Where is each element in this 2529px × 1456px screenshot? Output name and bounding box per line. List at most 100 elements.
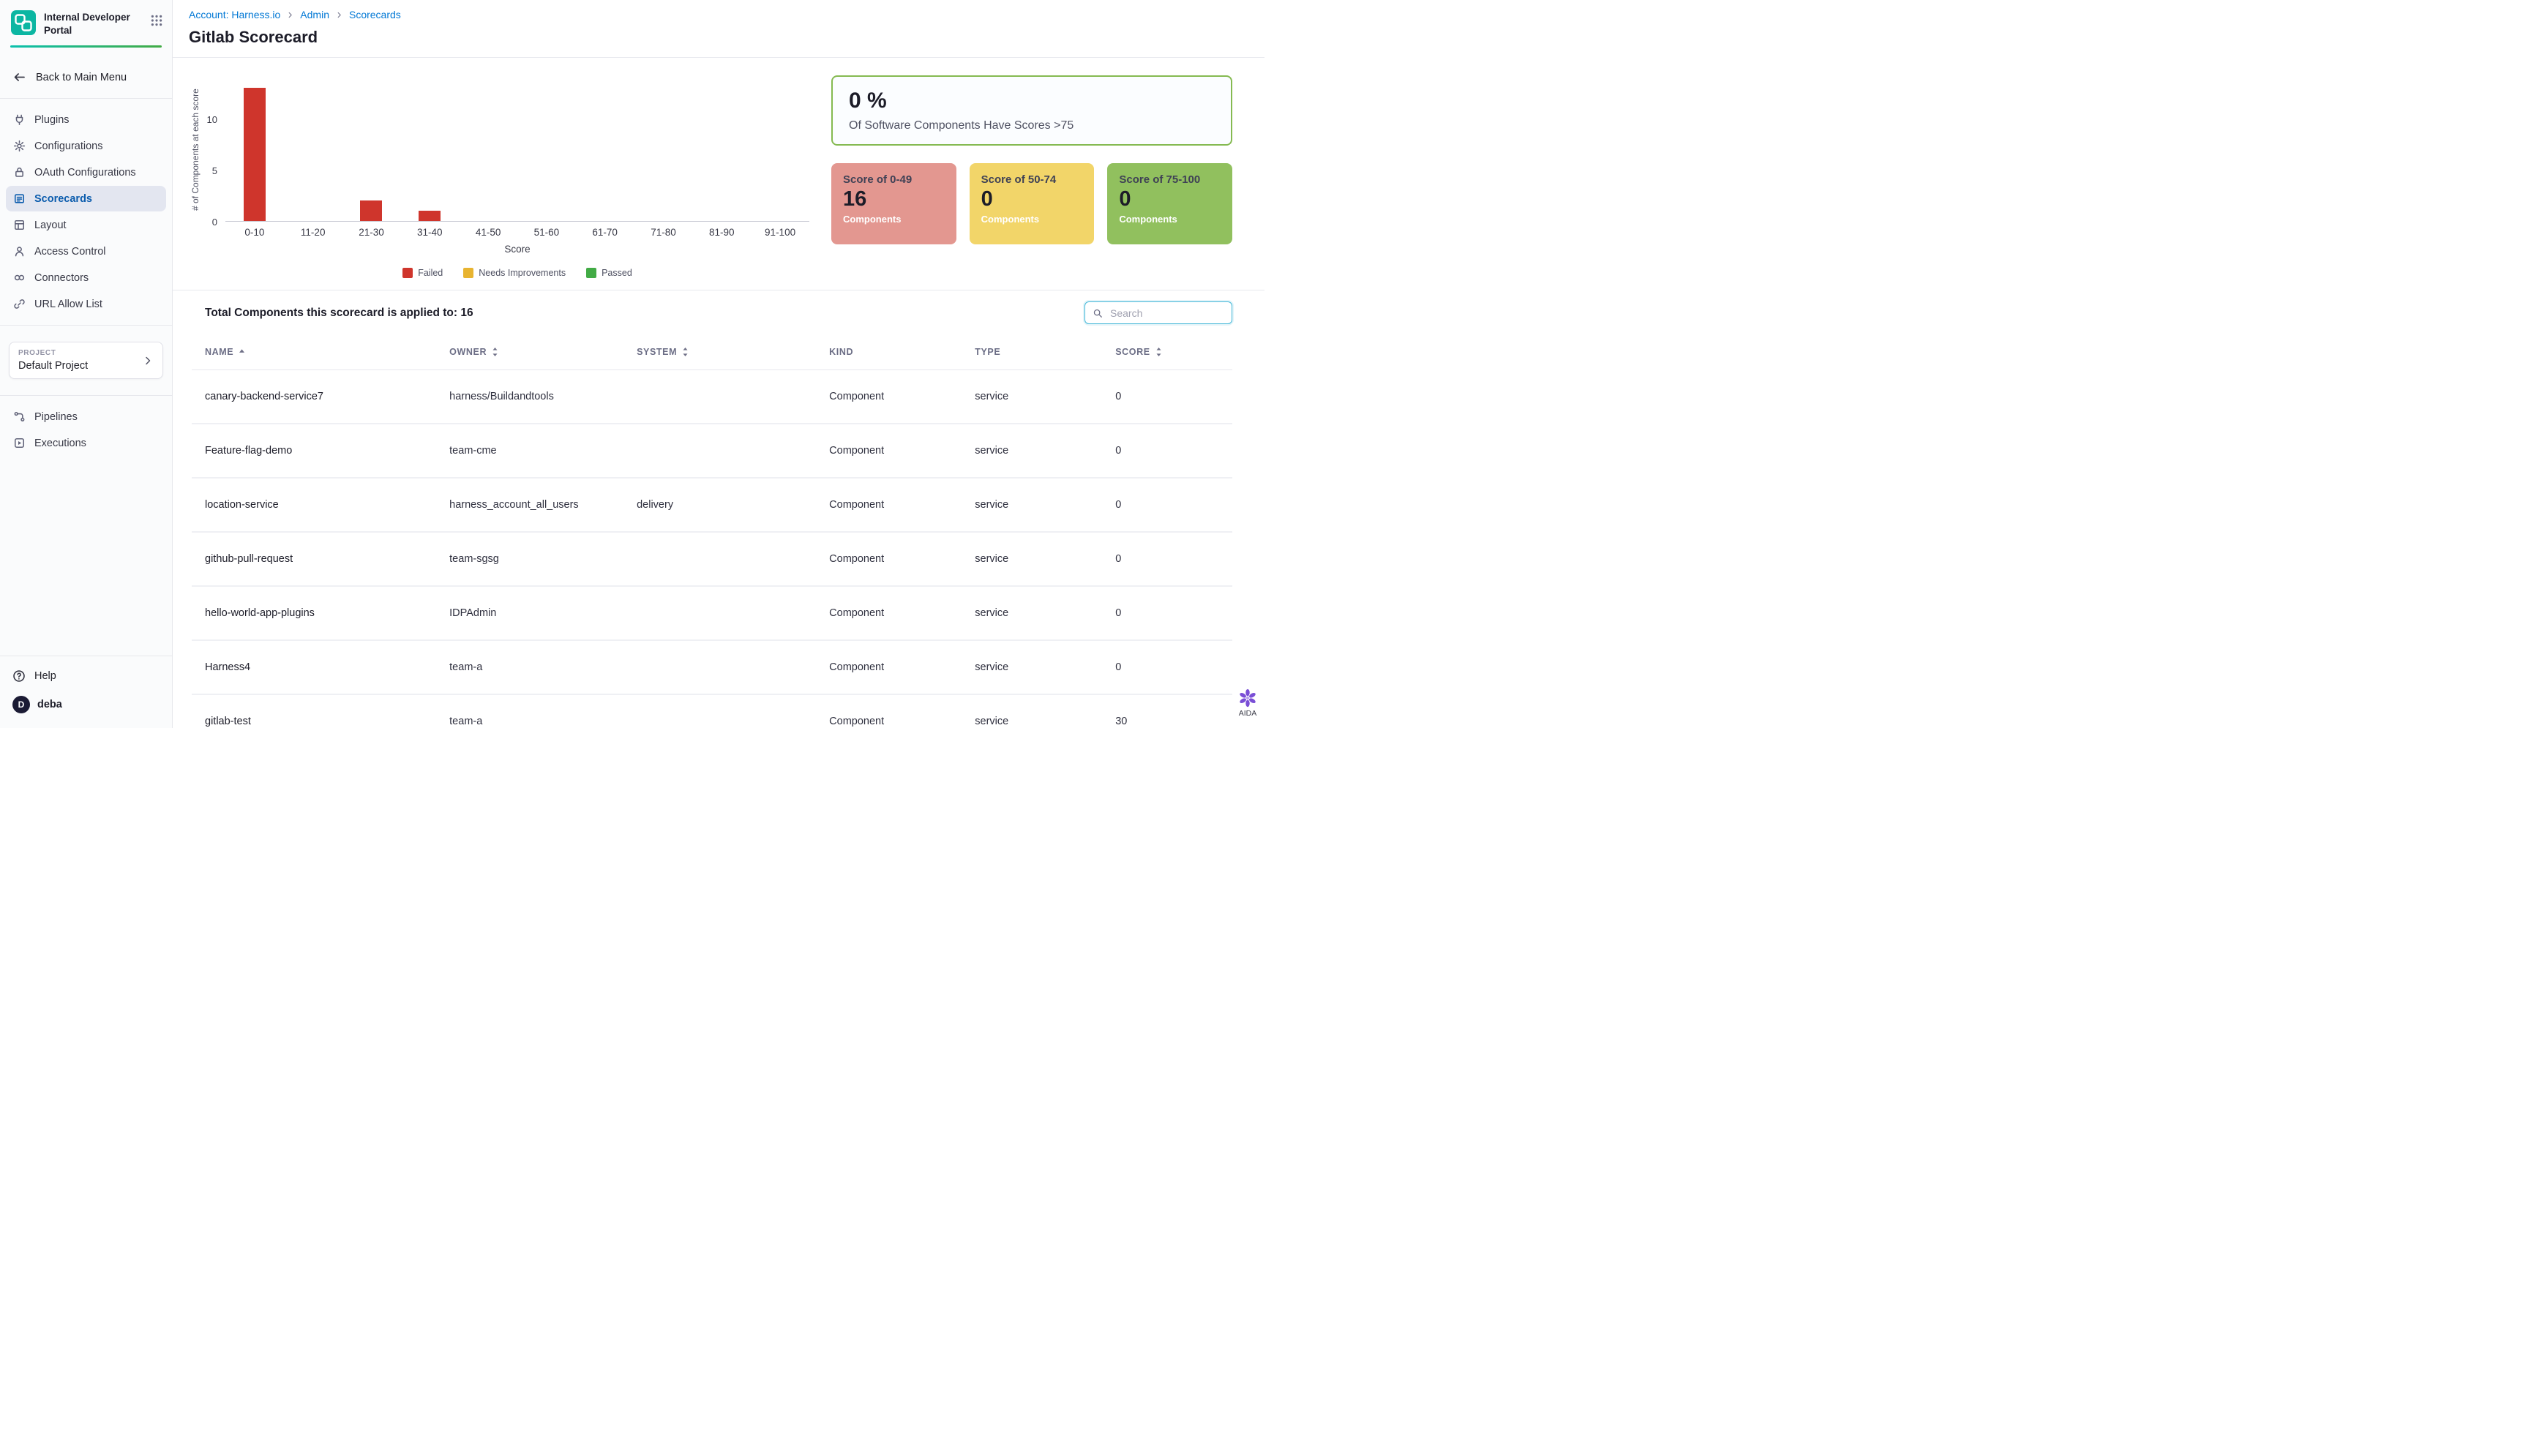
table-row[interactable]: github-pull-request team-sgsg Component ser…	[192, 533, 1232, 587]
column-header-kind[interactable]: KIND	[816, 347, 962, 357]
column-header-system[interactable]: SYSTEM	[623, 347, 816, 357]
chart-plot-area	[225, 78, 809, 222]
logo-row: Internal Developer Portal	[0, 0, 172, 44]
cell-score: 30	[1115, 716, 1128, 727]
sidebar-item-url-allow-list[interactable]: URL Allow List	[6, 291, 166, 317]
x-tick-label: 91-100	[765, 227, 796, 238]
cell-kind: Component	[829, 607, 885, 619]
bar-31-40	[419, 211, 441, 221]
y-axis-ticks: 0 5 10	[201, 78, 225, 228]
breadcrumb-link-account[interactable]: Account: Harness.io	[189, 9, 281, 20]
cell-type: service	[975, 716, 1009, 727]
column-label: KIND	[829, 346, 854, 357]
connectors-icon	[13, 271, 26, 284]
sidebar-item-scorecards[interactable]: Scorecards	[6, 186, 166, 212]
table-row[interactable]: location-service harness_account_all_user…	[192, 479, 1232, 533]
search-input[interactable]	[1109, 306, 1224, 320]
help-label: Help	[34, 670, 56, 682]
column-header-type[interactable]: TYPE	[962, 347, 1102, 357]
cell-type: service	[975, 391, 1009, 402]
table-row[interactable]: canary-backend-service7 harness/Buildandt…	[192, 370, 1232, 424]
column-header-name[interactable]: NAME	[192, 347, 436, 357]
main-content: Account: Harness.io Admin Scorecards Git…	[173, 0, 1264, 728]
plugins-icon	[13, 113, 26, 126]
back-to-main-menu[interactable]: Back to Main Menu	[0, 62, 172, 92]
table-row[interactable]: hello-world-app-plugins IDPAdmin Component…	[192, 587, 1232, 641]
executions-icon	[13, 437, 26, 449]
x-tick-label: 21-30	[359, 227, 384, 238]
link-icon	[13, 298, 26, 310]
x-tick-label: 41-50	[475, 227, 501, 238]
sidebar-item-executions[interactable]: Executions	[6, 430, 166, 456]
x-tick-label: 31-40	[417, 227, 443, 238]
sidebar-item-access-control[interactable]: Access Control	[6, 239, 166, 264]
module-accent-line	[10, 45, 162, 48]
apps-grid-icon[interactable]	[150, 14, 163, 27]
breadcrumb-link-admin[interactable]: Admin	[300, 9, 329, 20]
person-icon	[13, 245, 26, 258]
sort-icon	[683, 347, 688, 356]
breadcrumb-link-scorecards[interactable]: Scorecards	[348, 9, 401, 20]
sidebar-secondary-nav: Pipelines Executions	[0, 402, 172, 458]
cell-type: service	[975, 661, 1009, 673]
help-button[interactable]: Help	[0, 662, 172, 690]
legend-swatch	[402, 268, 413, 278]
summary-panel: 0 % Of Software Components Have Scores >…	[831, 75, 1233, 278]
tile-score-75-100: Score of 75-100 0 Components	[1107, 163, 1233, 244]
cell-owner: harness/Buildandtools	[449, 391, 554, 402]
project-selector[interactable]: PROJECT Default Project	[9, 342, 163, 380]
score-tiles: Score of 0-49 16 Components Score of 50-…	[831, 163, 1233, 244]
sidebar-item-connectors[interactable]: Connectors	[6, 265, 166, 290]
back-arrow-icon	[12, 70, 26, 84]
column-header-owner[interactable]: OWNER	[436, 347, 623, 357]
sidebar-item-pipelines[interactable]: Pipelines	[6, 404, 166, 429]
column-header-score[interactable]: SCORE	[1102, 347, 1232, 357]
table-row[interactable]: Feature-flag-demo team-cme Component servic…	[192, 424, 1232, 479]
cell-name: gitlab-test	[205, 716, 251, 727]
cell-kind: Component	[829, 445, 885, 457]
sidebar-nav: Plugins Configurations OAuth Configurati…	[0, 105, 172, 319]
cell-owner: team-cme	[449, 445, 497, 457]
x-tick-label: 61-70	[592, 227, 618, 238]
sidebar-item-plugins[interactable]: Plugins	[6, 107, 166, 132]
cell-type: service	[975, 499, 1009, 511]
help-icon	[12, 669, 26, 683]
cell-name: hello-world-app-plugins	[205, 607, 315, 619]
sidebar: Internal Developer Portal Back to Main M…	[0, 0, 173, 728]
legend-item: Passed	[586, 268, 632, 278]
aida-flower-icon	[1240, 688, 1256, 708]
pipelines-icon	[13, 410, 26, 423]
tile-score-0-49: Score of 0-49 16 Components	[831, 163, 956, 244]
tile-sublabel: Components	[1119, 213, 1177, 225]
cell-kind: Component	[829, 661, 885, 673]
bar-slot	[400, 211, 459, 221]
table-row[interactable]: Harness4 team-a Component service 0	[192, 641, 1232, 695]
legend-label: Failed	[418, 268, 443, 278]
legend-label: Passed	[602, 268, 632, 278]
sidebar-item-configurations[interactable]: Configurations	[6, 133, 166, 159]
y-tick-label: 10	[206, 114, 217, 125]
cell-name: Feature-flag-demo	[205, 445, 293, 457]
sidebar-item-label: Plugins	[34, 113, 70, 126]
user-menu[interactable]: D deba	[0, 690, 172, 719]
y-tick-label: 0	[211, 217, 217, 228]
gear-icon	[13, 140, 26, 152]
table-body: canary-backend-service7 harness/Buildandt…	[192, 370, 1232, 728]
legend-item: Needs Improvements	[463, 268, 566, 278]
user-name: deba	[37, 699, 62, 710]
sidebar-item-oauth-configurations[interactable]: OAuth Configurations	[6, 160, 166, 185]
table-row[interactable]: gitlab-test team-a Component service 30	[192, 695, 1232, 728]
lock-icon	[13, 166, 26, 179]
aida-assistant-button[interactable]: AIDA	[1238, 688, 1257, 718]
scorecards-icon	[13, 192, 26, 205]
app-title: Internal Developer Portal	[44, 12, 130, 36]
sidebar-item-layout[interactable]: Layout	[6, 212, 166, 238]
column-label: SCORE	[1115, 346, 1150, 357]
sort-asc-icon	[239, 349, 245, 353]
sidebar-item-label: OAuth Configurations	[34, 166, 136, 179]
chevron-right-icon	[335, 11, 343, 19]
top-section: # of Components at each score 0 5 10 0-10 1…	[173, 58, 1264, 278]
percent-caption: Of Software Components Have Scores >75	[849, 119, 1074, 132]
cell-score: 0	[1115, 607, 1122, 619]
cell-score: 0	[1115, 499, 1122, 511]
